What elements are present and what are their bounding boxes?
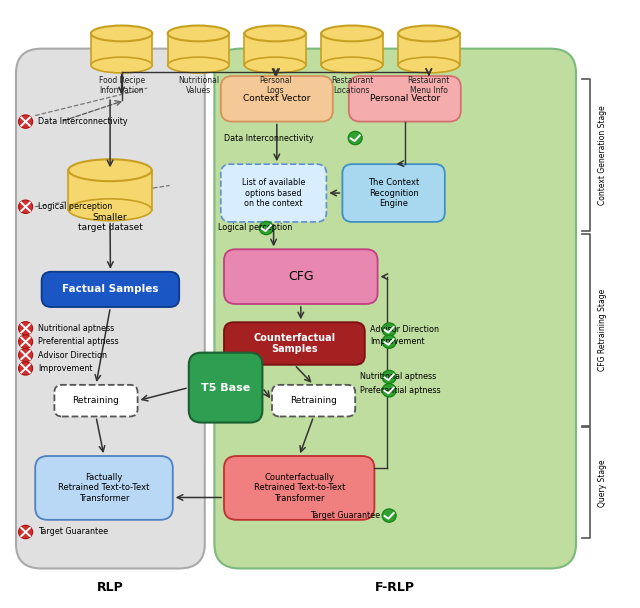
Circle shape xyxy=(382,335,396,348)
Text: The Context
Recognition
Engine: The Context Recognition Engine xyxy=(368,178,419,208)
FancyBboxPatch shape xyxy=(224,249,378,304)
FancyBboxPatch shape xyxy=(16,49,205,568)
Text: Counterfactual
Samples: Counterfactual Samples xyxy=(253,333,335,354)
Bar xyxy=(91,33,152,65)
Text: Advisor Direction: Advisor Direction xyxy=(370,325,439,334)
Text: RLP: RLP xyxy=(97,581,124,595)
Bar xyxy=(168,33,229,65)
FancyBboxPatch shape xyxy=(54,385,138,416)
Text: Restaurant
Menu Info: Restaurant Menu Info xyxy=(408,76,450,95)
FancyBboxPatch shape xyxy=(221,164,326,222)
FancyBboxPatch shape xyxy=(214,49,576,568)
Text: Food Recipe
Information: Food Recipe Information xyxy=(99,76,145,95)
Text: List of available
options based
on the context: List of available options based on the c… xyxy=(242,178,305,208)
FancyBboxPatch shape xyxy=(221,76,333,122)
FancyBboxPatch shape xyxy=(189,353,262,423)
Text: CFG Retraining Stage: CFG Retraining Stage xyxy=(598,288,607,371)
Circle shape xyxy=(19,362,33,375)
Ellipse shape xyxy=(68,199,152,221)
Ellipse shape xyxy=(321,26,383,41)
FancyBboxPatch shape xyxy=(342,164,445,222)
Text: Improvement: Improvement xyxy=(370,337,424,346)
Text: Personal
Logs: Personal Logs xyxy=(259,76,292,95)
Text: Context Vector: Context Vector xyxy=(243,94,310,103)
Bar xyxy=(244,33,306,65)
Text: Nutritional aptness: Nutritional aptness xyxy=(360,373,436,381)
FancyBboxPatch shape xyxy=(272,385,355,416)
Bar xyxy=(68,170,152,210)
Ellipse shape xyxy=(398,26,460,41)
Circle shape xyxy=(348,131,362,145)
Text: Target Guarantee: Target Guarantee xyxy=(38,528,109,536)
Ellipse shape xyxy=(68,159,152,181)
Circle shape xyxy=(19,348,33,362)
Bar xyxy=(321,33,383,65)
Circle shape xyxy=(382,509,396,522)
Ellipse shape xyxy=(91,26,152,41)
Ellipse shape xyxy=(244,26,306,41)
Text: CFG: CFG xyxy=(288,270,314,283)
Ellipse shape xyxy=(398,57,460,73)
Text: Counterfactually
Retrained Text-to-Text
Transformer: Counterfactually Retrained Text-to-Text … xyxy=(253,473,345,503)
Text: Preferential aptness: Preferential aptness xyxy=(360,386,441,395)
Bar xyxy=(398,33,460,65)
Circle shape xyxy=(19,322,33,335)
Ellipse shape xyxy=(168,57,229,73)
Text: Preferential aptness: Preferential aptness xyxy=(38,337,119,346)
Text: F-RLP: F-RLP xyxy=(375,581,415,595)
Circle shape xyxy=(382,370,396,384)
Ellipse shape xyxy=(244,57,306,73)
FancyBboxPatch shape xyxy=(35,456,173,520)
FancyBboxPatch shape xyxy=(224,456,374,520)
FancyBboxPatch shape xyxy=(224,322,365,365)
Text: Advisor Direction: Advisor Direction xyxy=(38,351,108,359)
Text: Query Stage: Query Stage xyxy=(598,459,607,506)
Circle shape xyxy=(382,384,396,397)
Ellipse shape xyxy=(168,26,229,41)
FancyBboxPatch shape xyxy=(349,76,461,122)
Text: Logical perception: Logical perception xyxy=(38,202,113,211)
Text: Smaller
target dataset: Smaller target dataset xyxy=(77,213,143,232)
Text: Data Interconnectivity: Data Interconnectivity xyxy=(38,117,128,126)
Text: Personal Vector: Personal Vector xyxy=(370,94,440,103)
Text: T5 Base: T5 Base xyxy=(201,382,250,393)
Circle shape xyxy=(19,335,33,348)
Text: Restaurant
Locations: Restaurant Locations xyxy=(331,76,373,95)
Circle shape xyxy=(259,221,273,235)
Circle shape xyxy=(19,115,33,128)
Circle shape xyxy=(19,525,33,539)
Ellipse shape xyxy=(321,57,383,73)
Text: Retraining: Retraining xyxy=(290,396,337,405)
Text: Context Generation Stage: Context Generation Stage xyxy=(598,105,607,205)
Text: Data Interconnectivity: Data Interconnectivity xyxy=(224,134,314,142)
Ellipse shape xyxy=(91,57,152,73)
Text: Factual Samples: Factual Samples xyxy=(62,285,159,294)
Text: Improvement: Improvement xyxy=(38,364,93,373)
Circle shape xyxy=(382,323,396,336)
Circle shape xyxy=(19,200,33,213)
Text: Target Guarantee: Target Guarantee xyxy=(310,511,381,520)
Text: Logical perception: Logical perception xyxy=(218,224,292,232)
Text: Factually
Retrained Text-to-Text
Transformer: Factually Retrained Text-to-Text Transfo… xyxy=(58,473,150,503)
Text: Nutritional aptness: Nutritional aptness xyxy=(38,324,115,333)
FancyBboxPatch shape xyxy=(42,272,179,307)
Text: Nutritional
Values: Nutritional Values xyxy=(178,76,219,95)
Text: Retraining: Retraining xyxy=(72,396,120,405)
